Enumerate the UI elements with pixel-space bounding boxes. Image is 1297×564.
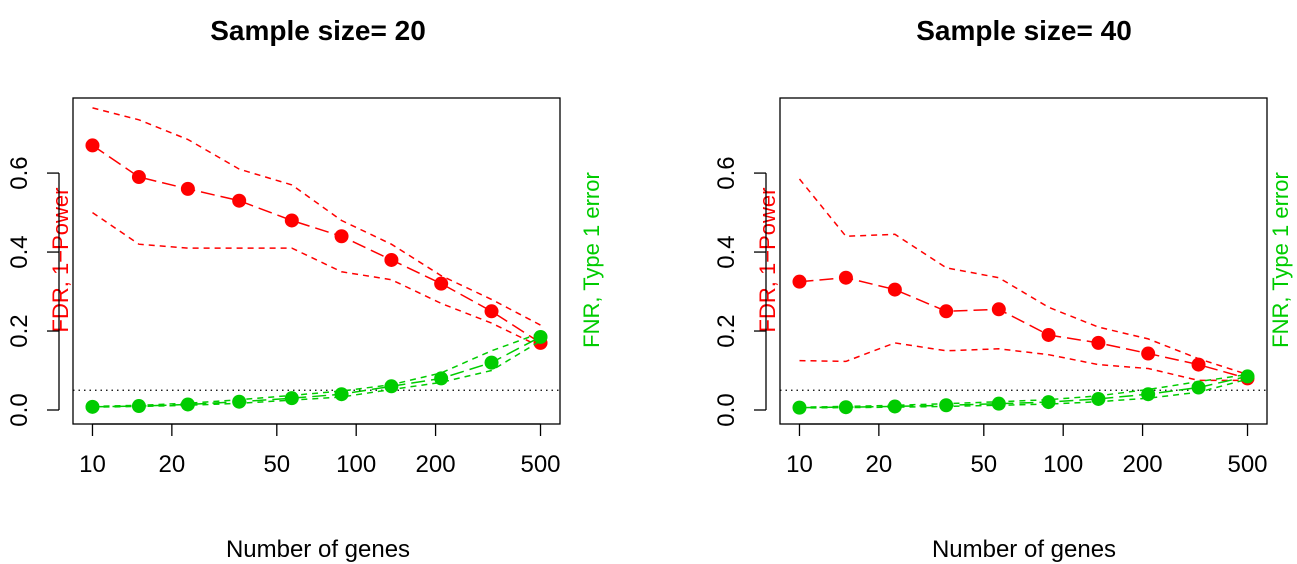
chart-1-series-5-line	[92, 332, 541, 408]
chart-1-series-1-point	[484, 304, 499, 319]
chart-2-series-3-line	[799, 342, 1248, 382]
chart-2-series-4-point	[1191, 380, 1206, 395]
chart-1-plot-box	[72, 97, 561, 425]
chart-1-series-1-point	[232, 193, 247, 208]
plot-layer: 10 20 50 100 200 500 0.0 0.2 0.4 0.6 10 20 50 100 200 5…	[6, 97, 1268, 478]
chart-1-series-1-point	[85, 138, 100, 153]
chart-2-x-tick-label: 200	[1123, 451, 1163, 478]
chart-2-ylabel-left: FDR, 1−Power	[755, 188, 780, 333]
chart-1-ylabel-left: FDR, 1−Power	[48, 188, 73, 333]
chart-2-series-4-point	[991, 396, 1006, 411]
chart-2-plot-box	[779, 97, 1268, 425]
chart-2-series-1-point	[792, 274, 807, 289]
chart-1-series-4-point	[232, 394, 247, 409]
chart-2-series-1-point	[939, 304, 954, 319]
chart-2-series-1-point	[1091, 335, 1106, 350]
chart-2-xlabel: Number of genes	[932, 536, 1116, 563]
chart-2-series-2-line	[798, 178, 1248, 376]
chart-1-series-6-line	[92, 340, 541, 408]
chart-1-x-tick-label: 100	[336, 451, 376, 478]
chart-1-series-1-point	[284, 213, 299, 228]
chart-1-series-4-point	[284, 391, 299, 406]
chart-2-x-tick-label: 10	[786, 451, 813, 478]
chart-1-y-tick-label: 0.0	[6, 393, 33, 426]
chart-2-series-4-line	[799, 375, 1248, 409]
chart-1-series-4-point	[384, 379, 399, 394]
chart-2: 10 20 50 100 200 500 0.0 0.2 0.4 0.6	[713, 97, 1268, 478]
chart-1-ylabel-right: FNR, Type 1 error	[579, 172, 604, 348]
chart-2-series-1-point	[991, 302, 1006, 317]
chart-2-title: Sample size= 40	[916, 15, 1132, 46]
chart-2-series-1-point	[1041, 327, 1056, 342]
chart-2-x-tick-label: 50	[970, 451, 997, 478]
chart-1-x-tick-label: 20	[159, 451, 186, 478]
chart-1-title: Sample size= 20	[210, 15, 426, 46]
chart-1-xlabel: Number of genes	[226, 536, 410, 563]
chart-1-x-tick-label: 200	[416, 451, 456, 478]
chart-2-y-tick-label: 0.2	[713, 314, 740, 347]
chart-2-ylabel-right: FNR, Type 1 error	[1268, 172, 1293, 348]
chart-1-series-4-point	[180, 397, 195, 412]
chart-1-series-4-point	[533, 329, 548, 344]
chart-2-series-1-point	[838, 270, 853, 285]
chart-1: 10 20 50 100 200 500 0.0 0.2 0.4 0.6	[6, 97, 561, 478]
chart-2-series-4-point	[1091, 391, 1106, 406]
chart-2-series-1-line	[799, 276, 1248, 380]
chart-2-series-4-point	[887, 399, 902, 414]
chart-2-series-4-point	[1041, 395, 1056, 410]
chart-2-x-tick-label: 20	[866, 451, 893, 478]
chart-2-series-6-line	[799, 378, 1248, 409]
chart-1-series-1-point	[334, 229, 349, 244]
chart-2-series-1-point	[1141, 346, 1156, 361]
chart-2-series-1-point	[887, 282, 902, 297]
chart-1-x-tick-label: 10	[79, 451, 106, 478]
chart-2-series-4-point	[1240, 369, 1255, 384]
chart-2-y-tick-label: 0.0	[713, 393, 740, 426]
chart-1-series-4-point	[85, 399, 100, 414]
chart-2-y-tick-label: 0.4	[713, 235, 740, 268]
chart-2-series-5-line	[799, 373, 1248, 408]
chart-1-series-2-line	[92, 107, 541, 326]
chart-1-x-tick-label: 500	[520, 451, 560, 478]
chart-1-series-4-line	[92, 336, 541, 408]
chart-1-series-1-line	[92, 144, 541, 344]
chart-2-series-4-point	[939, 398, 954, 413]
chart-1-series-1-point	[131, 170, 146, 185]
chart-1-x-tick-label: 50	[263, 451, 290, 478]
chart-1-y-tick-label: 0.4	[6, 235, 33, 268]
chart-2-y-tick-label: 0.6	[713, 156, 740, 189]
chart-1-series-4-point	[484, 355, 499, 370]
chart-2-series-4-point	[792, 400, 807, 415]
chart-1-series-4-point	[334, 387, 349, 402]
chart-1-series-1-point	[384, 252, 399, 267]
chart-2-x-tick-label: 100	[1043, 451, 1083, 478]
chart-2-x-tick-label: 500	[1227, 451, 1267, 478]
chart-1-series-3-line	[92, 211, 541, 348]
chart-1-y-tick-label: 0.6	[6, 156, 33, 189]
chart-1-series-1-point	[180, 181, 195, 196]
chart-1-y-tick-label: 0.2	[6, 314, 33, 347]
chart-2-series-1-point	[1191, 357, 1206, 372]
chart-1-series-1-point	[434, 276, 449, 291]
